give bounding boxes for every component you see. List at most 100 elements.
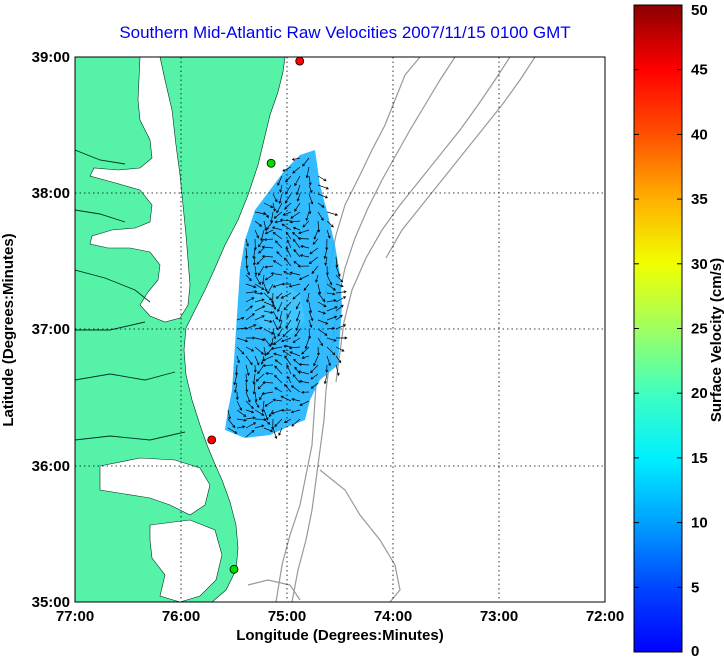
velocity-arrow	[292, 292, 301, 300]
velocity-arrow	[235, 391, 239, 401]
velocity-arrow	[276, 251, 283, 258]
x-tick-label: 76:00	[162, 608, 200, 625]
velocity-arrow	[283, 301, 292, 311]
velocity-arrow	[245, 400, 254, 410]
velocity-arrow	[281, 223, 292, 231]
velocity-arrow	[290, 211, 301, 219]
velocity-arrow	[324, 256, 328, 266]
colorbar-tick-label: 30	[691, 256, 708, 273]
velocity-arrow	[284, 202, 292, 210]
velocity-arrow	[305, 211, 310, 221]
velocity-arrow	[277, 175, 283, 186]
velocity-arrow	[335, 290, 347, 294]
velocity-arrow	[261, 254, 274, 258]
velocity-arrow	[323, 247, 328, 260]
velocity-arrow	[272, 398, 283, 402]
x-tick-label: 74:00	[374, 608, 412, 625]
x-tick-label: 75:00	[268, 608, 306, 625]
velocity-arrow	[335, 296, 347, 303]
velocity-arrow	[288, 283, 301, 288]
velocity-arrow	[236, 400, 242, 411]
y-tick-label: 36:00	[32, 458, 70, 475]
x-tick-labels: 77:00 76:00 75:00 74:00 73:00 72:00	[56, 608, 624, 625]
velocity-arrow	[293, 358, 301, 366]
velocity-arrow	[308, 175, 312, 186]
velocity-arrow	[245, 364, 250, 377]
velocity-arrow	[286, 364, 292, 375]
velocity-arrow	[301, 390, 310, 394]
velocity-arrow	[278, 427, 283, 436]
velocity-arrow	[282, 350, 292, 357]
velocity-arrow	[262, 380, 274, 384]
velocity-arrow	[258, 265, 265, 277]
velocity-arrow	[326, 229, 331, 239]
velocity-arrow	[296, 193, 301, 202]
velocity-arrow	[326, 220, 334, 228]
velocity-arrow	[335, 355, 342, 364]
colorbar-tick-label: 0	[691, 643, 699, 659]
velocity-arrow	[284, 355, 292, 366]
velocity-arrow	[326, 315, 338, 321]
velocity-arrow	[263, 202, 274, 208]
velocity-arrow	[264, 265, 274, 269]
velocity-arrow	[326, 299, 337, 303]
y-tick-label: 37:00	[32, 321, 70, 338]
velocity-arrow	[302, 220, 310, 228]
velocity-arrow	[294, 175, 301, 187]
velocity-arrow	[254, 298, 265, 303]
velocity-arrow	[257, 238, 265, 248]
velocity-arrow	[293, 261, 301, 267]
velocity-arrow	[274, 220, 283, 224]
velocity-arrow	[298, 362, 310, 366]
velocity-arrow	[280, 337, 292, 343]
velocity-arrow	[274, 365, 283, 375]
velocity-arrow	[263, 337, 272, 347]
velocity-arrow	[316, 346, 320, 356]
velocity-arrow	[245, 324, 257, 330]
velocity-arrow	[325, 265, 329, 276]
velocity-arrow	[317, 337, 324, 347]
rivers	[75, 149, 186, 441]
velocity-arrow	[289, 351, 301, 357]
colorbar	[633, 4, 683, 653]
velocity-arrow	[326, 337, 337, 342]
velocity-arrow	[309, 247, 319, 255]
velocity-arrow	[313, 355, 319, 367]
velocity-arrow	[245, 313, 255, 321]
velocity-arrow	[308, 256, 319, 265]
velocity-arrow	[299, 254, 310, 258]
velocity-arrow	[292, 226, 301, 231]
radar-sites	[207, 57, 305, 574]
velocity-arrow	[326, 292, 336, 296]
velocity-arrow	[298, 229, 310, 235]
velocity-arrow	[294, 328, 301, 338]
velocity-arrow	[317, 184, 329, 190]
velocity-arrow	[325, 364, 329, 373]
velocity-arrow	[308, 310, 314, 322]
velocity-arrow	[276, 202, 283, 214]
velocity-arrow	[279, 184, 283, 193]
velocity-arrow	[280, 395, 292, 402]
velocity-arrow	[304, 337, 310, 350]
velocity-arrow	[308, 301, 313, 314]
velocity-arrow	[264, 229, 274, 235]
velocity-arrow	[302, 157, 310, 167]
velocity-arrow	[264, 274, 274, 281]
velocity-arrow	[269, 409, 274, 418]
velocity-arrow	[263, 346, 267, 357]
colorbar-tick-label: 15	[691, 450, 708, 467]
velocity-arrow	[315, 274, 319, 283]
velocity-arrow	[311, 265, 319, 275]
velocity-arrow	[313, 229, 319, 240]
velocity-arrow	[260, 229, 265, 242]
velocity-arrow	[257, 382, 265, 390]
velocity-arrow	[254, 424, 265, 429]
velocity-vectors	[227, 157, 348, 440]
velocity-arrow	[234, 382, 238, 394]
velocity-arrow	[335, 364, 340, 377]
velocity-arrow	[254, 409, 265, 416]
velocity-arrow	[252, 247, 256, 260]
velocity-arrow	[263, 310, 274, 314]
velocity-arrow	[271, 226, 283, 231]
velocity-arrow	[273, 352, 283, 357]
